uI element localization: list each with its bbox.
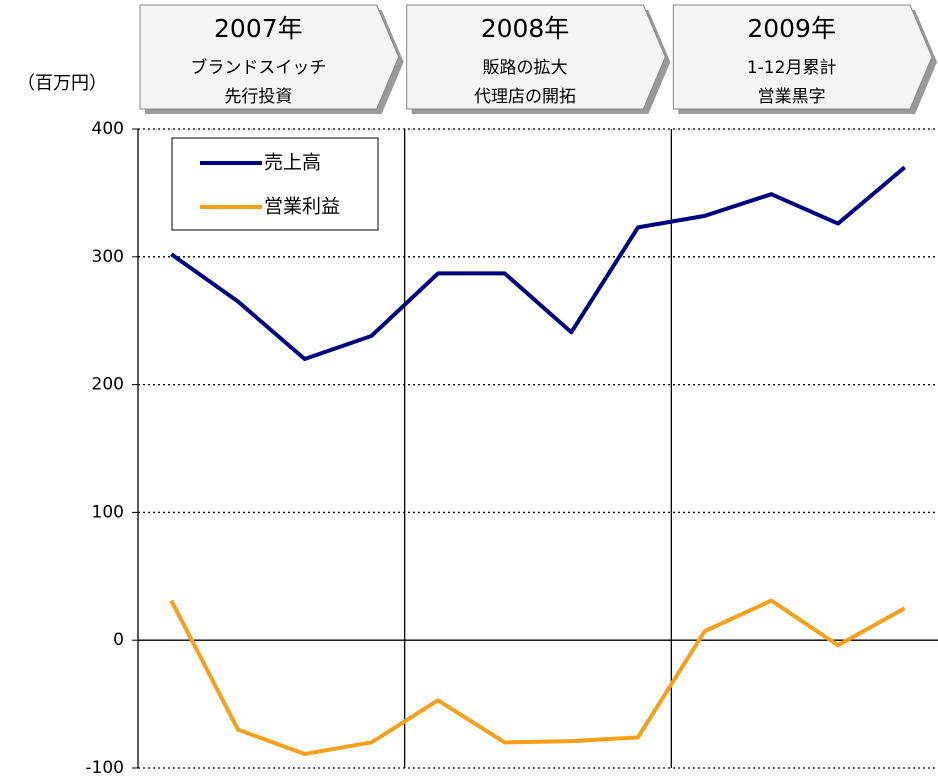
period-text: 営業黒字	[758, 87, 826, 107]
period-year: 2009年	[747, 14, 836, 43]
y-axis-label: （百万円）	[17, 73, 107, 94]
period-text: 販路の拡大	[483, 58, 568, 78]
legend-label: 営業利益	[264, 196, 340, 218]
period-chevron	[139, 4, 400, 110]
period-chevron	[406, 4, 666, 110]
y-tick-label: 300	[92, 247, 124, 267]
series-line	[169, 598, 906, 756]
period-text: 代理店の開拓	[474, 87, 576, 107]
series-line	[170, 165, 906, 362]
period-text: 先行投資	[224, 87, 292, 107]
period-year: 2007年	[214, 14, 303, 43]
legend-box	[171, 137, 379, 231]
legend-label: 売上高	[264, 152, 321, 174]
y-tick-label: 0	[113, 630, 124, 650]
y-tick-label: -100	[85, 758, 124, 778]
period-text: 1-12月累計	[747, 58, 837, 78]
period-year: 2008年	[481, 14, 570, 43]
period-text: ブランドスイッチ	[190, 57, 326, 78]
y-tick-label: 400	[92, 119, 124, 139]
y-tick-label: 200	[92, 375, 124, 395]
period-chevron	[672, 4, 933, 110]
y-tick-label: 100	[92, 502, 124, 522]
